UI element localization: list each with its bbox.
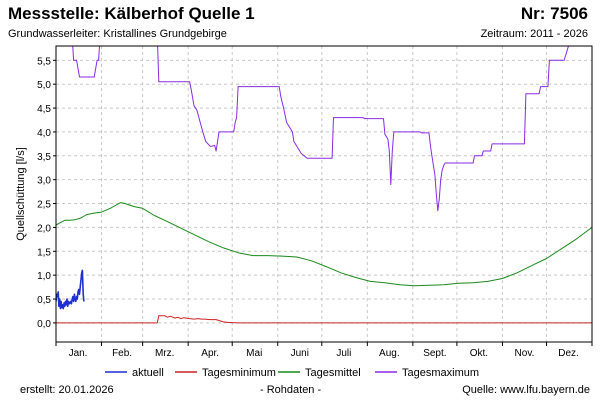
y-tick-label: 5,5 (37, 56, 51, 67)
series-line-aktuell (56, 269, 85, 310)
legend-label-tagesmittel: Tagesmittel (305, 367, 361, 379)
series-line-tagesminimum (56, 315, 592, 324)
y-tick-label: 2,5 (37, 200, 51, 211)
y-axis: 0,0 0,5 1,0 1,5 2,0 2,5 3,0 3,5 4,0 4,5 5,0 5,5 (37, 56, 56, 330)
created-date: erstellt: 20.01.2026 (20, 384, 114, 396)
x-tick-label: Apr. (201, 348, 219, 359)
x-tick-label: Okt. (470, 348, 488, 359)
x-tick-label: Feb. (112, 348, 132, 359)
legend-label-aktuell: aktuell (132, 367, 164, 379)
y-tick-label: 3,0 (37, 176, 51, 187)
y-tick-label: 0,5 (37, 295, 51, 306)
x-tick-label: Juni (291, 348, 309, 359)
x-tick-label: Sept. (423, 348, 446, 359)
series-line-tagesmittel (56, 202, 592, 287)
grid (55, 46, 593, 342)
x-tick-label: Mrz. (155, 348, 174, 359)
x-tick-label: Aug. (379, 348, 400, 359)
x-tick-label: Dez. (558, 348, 579, 359)
y-tick-label: 3,5 (37, 152, 51, 163)
x-tick-label: Juli (336, 348, 351, 359)
y-tick-label: 4,0 (37, 128, 51, 139)
source-credit: Quelle: www.lfu.bayern.de (462, 384, 590, 396)
x-tick-label: Jan. (69, 348, 88, 359)
series-line-tagesmaximum (72, 46, 570, 212)
chart-title: Messstelle: Kälberhof Quelle 1 (8, 4, 255, 23)
y-axis-label: Quellschüttung [l/s] (15, 147, 27, 241)
raw-data-note: - Rohdaten - (260, 384, 322, 396)
y-tick-label: 0,0 (37, 319, 51, 330)
period-label: Zeitraum: 2011 - 2026 (480, 28, 588, 40)
y-tick-label: 1,5 (37, 247, 51, 258)
plot-area (56, 46, 592, 324)
x-tick-label: Nov. (515, 348, 535, 359)
y-tick-label: 2,0 (37, 223, 51, 234)
x-axis: Jan. Feb. Mrz. Apr. Mai Juni Juli Aug. Sept. Okt.… (55, 342, 593, 359)
plot-frame (55, 45, 593, 343)
x-tick-label: Mai (246, 348, 262, 359)
y-tick-label: 5,0 (37, 80, 51, 91)
y-tick-label: 1,0 (37, 271, 51, 282)
aquifer-label: Grundwasserleiter: Kristallines Grundgeb… (8, 28, 227, 40)
y-tick-label: 4,5 (37, 104, 51, 115)
station-number: Nr: 7506 (520, 4, 588, 23)
legend-label-tagesminimum: Tagesminimum (202, 367, 276, 379)
legend: aktuell Tagesminimum Tagesmittel Tagesmaxim… (105, 367, 479, 379)
legend-label-tagesmaximum: Tagesmaximum (402, 367, 479, 379)
